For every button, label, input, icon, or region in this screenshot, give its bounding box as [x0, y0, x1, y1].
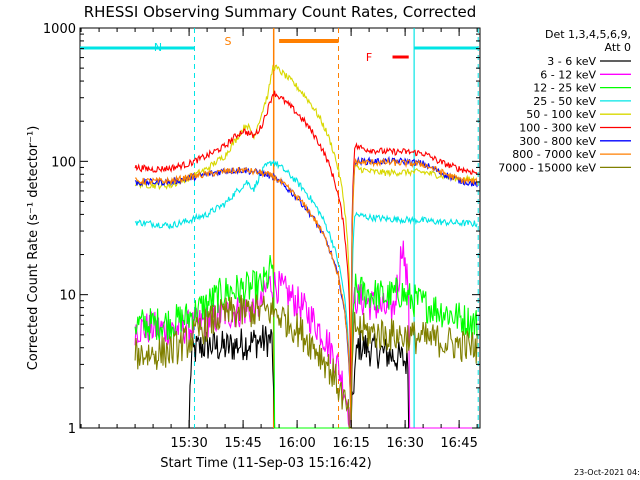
series-line-9	[134, 294, 478, 430]
legend-label: 800 - 7000 keV	[512, 148, 596, 161]
y-tick-label: 1	[68, 422, 76, 437]
legend-label: 12 - 25 keV	[533, 82, 596, 95]
series-line-3	[134, 254, 478, 429]
series-line-6	[134, 90, 478, 429]
x-tick-label: 16:45	[440, 436, 477, 451]
legend-label: 6 - 12 keV	[540, 68, 596, 81]
x-tick-label: 15:45	[224, 436, 261, 451]
legend-header: Att 0	[605, 41, 631, 54]
y-tick-label: 100	[51, 155, 76, 170]
chart-title: RHESSI Observing Summary Count Rates, Co…	[84, 3, 477, 21]
legend-label: 300 - 800 keV	[519, 135, 596, 148]
y-tick-label: 1000	[43, 22, 76, 37]
legend-label: 50 - 100 keV	[526, 108, 596, 121]
series-line-5	[134, 64, 478, 429]
saa-label: S	[225, 35, 232, 48]
x-tick-label: 15:30	[170, 436, 207, 451]
legend-label: 3 - 6 keV	[547, 55, 596, 68]
y-axis-label: Corrected Count Rate (s⁻¹ detector⁻¹)	[26, 126, 41, 371]
x-axis-label: Start Time (11-Sep-03 15:16:42)	[160, 456, 371, 471]
night-label: N	[154, 41, 162, 54]
flare-label: F	[366, 51, 372, 64]
x-tick-label: 16:00	[278, 436, 315, 451]
flag-markers: N S F	[80, 28, 479, 428]
legend-label: 25 - 50 keV	[533, 95, 596, 108]
series-line-4	[134, 158, 478, 429]
timestamp: 23-Oct-2021 04:22	[574, 468, 640, 477]
x-tick-label: 16:15	[332, 436, 369, 451]
x-tick-label: 16:30	[386, 436, 423, 451]
legend-label: 7000 - 15000 keV	[498, 161, 596, 174]
axes: 15:30 15:45 16:00 16:15 16:30 16:45 1 10 100 1000	[43, 22, 480, 451]
legend-header: Det 1,3,4,5,6,9,	[545, 28, 631, 41]
series-line-8	[135, 157, 478, 429]
plot-frame	[79, 27, 481, 429]
series-layer	[134, 64, 478, 430]
y-tick-label: 10	[59, 289, 76, 304]
legend-label: 100 - 300 keV	[519, 122, 596, 135]
